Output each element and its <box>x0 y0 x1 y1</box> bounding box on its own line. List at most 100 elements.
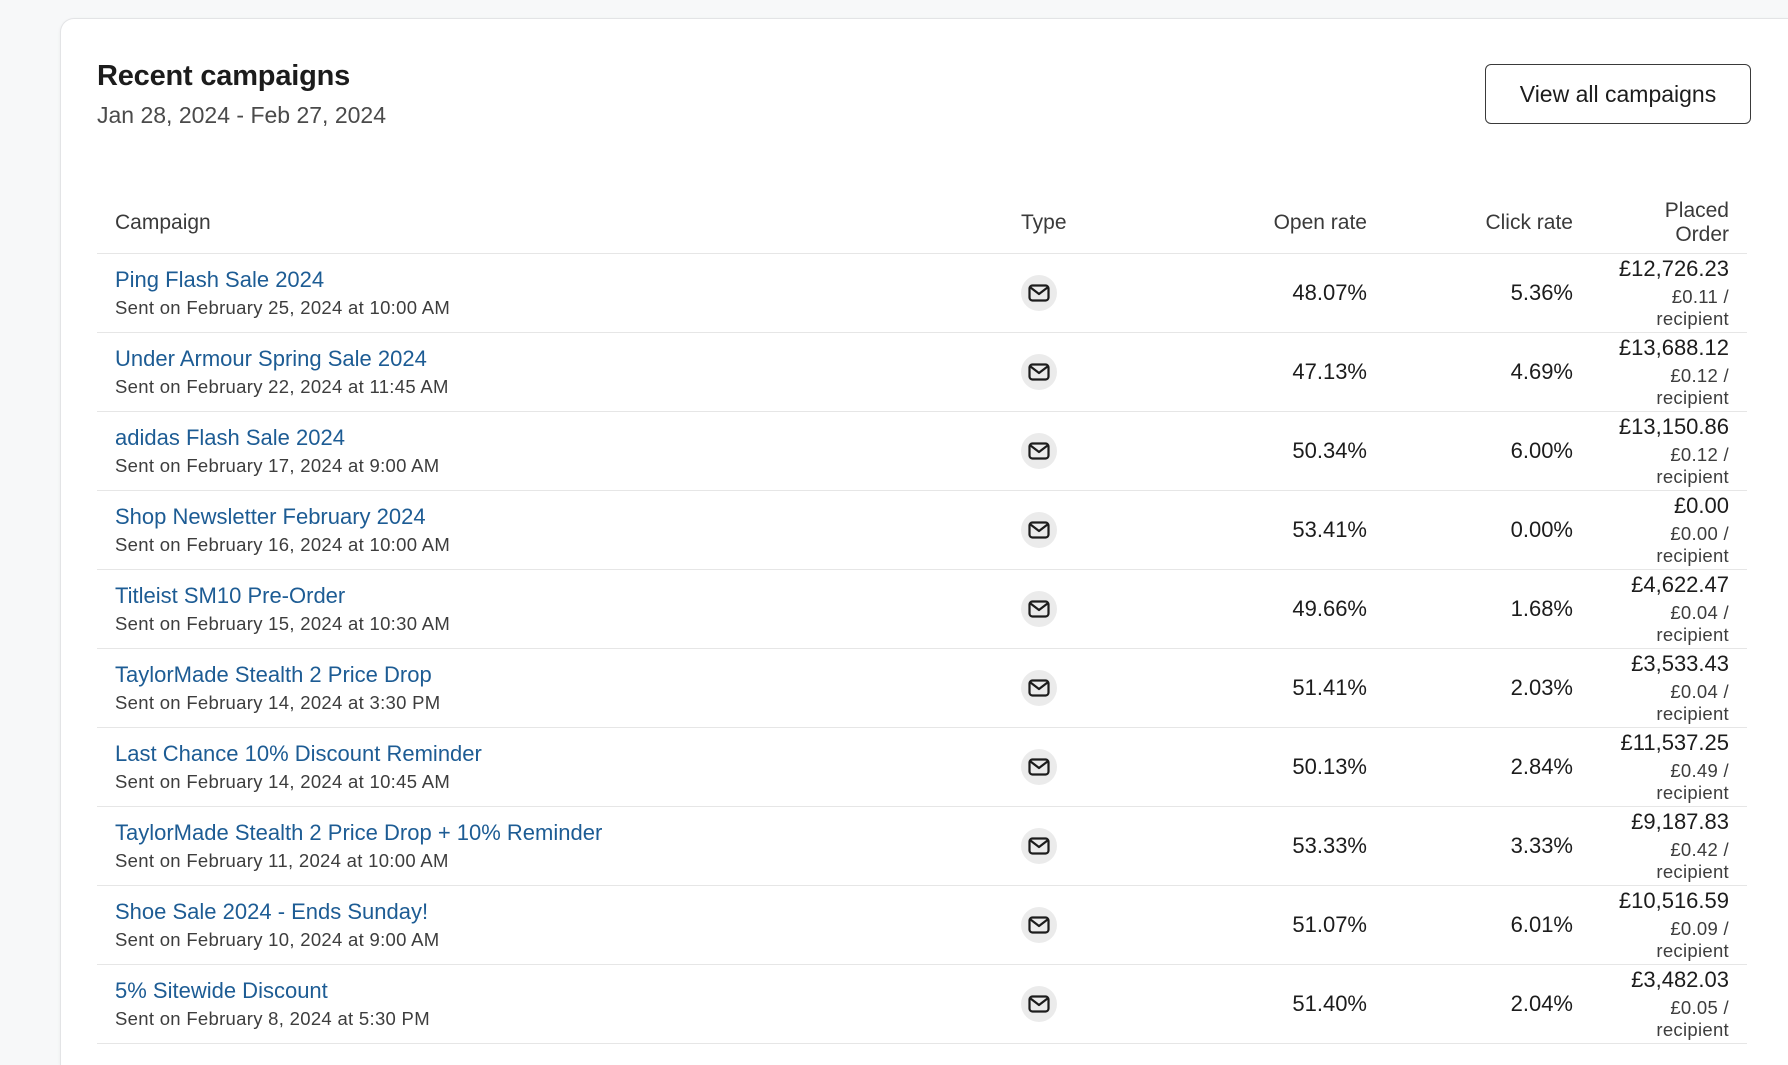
email-icon <box>1021 670 1057 706</box>
open-rate-cell: 51.41% <box>1149 648 1385 728</box>
open-rate-cell: 50.34% <box>1149 411 1385 491</box>
campaign-sent-date: Sent on February 14, 2024 at 10:45 AM <box>115 770 451 792</box>
table-row: TaylorMade Stealth 2 Price Drop Sent on … <box>97 648 1747 728</box>
campaign-cell: Shop Newsletter February 2024 Sent on Fe… <box>97 490 1003 570</box>
open-rate-cell: 50.13% <box>1149 727 1385 807</box>
placed-order-per-recipient: £0.09 / recipient <box>1656 917 1729 961</box>
view-all-campaigns-button[interactable]: View all campaigns <box>1485 64 1751 124</box>
type-cell <box>1003 411 1149 491</box>
placed-order-cell: £0.00 £0.00 / recipient <box>1591 490 1747 570</box>
type-cell <box>1003 569 1149 649</box>
campaign-cell: Last Chance 10% Discount Reminder Sent o… <box>97 727 1003 807</box>
type-cell <box>1003 332 1149 412</box>
date-range: Jan 28, 2024 - Feb 27, 2024 <box>97 101 386 128</box>
type-cell <box>1003 490 1149 570</box>
placed-order-per-recipient: £0.04 / recipient <box>1656 680 1729 724</box>
click-rate-cell: 2.03% <box>1385 648 1591 728</box>
table-body: Ping Flash Sale 2024 Sent on February 25… <box>97 253 1747 1044</box>
card-header: Recent campaigns Jan 28, 2024 - Feb 27, … <box>97 59 386 129</box>
table-row: Under Armour Spring Sale 2024 Sent on Fe… <box>97 332 1747 412</box>
campaign-sent-date: Sent on February 15, 2024 at 10:30 AM <box>115 612 451 634</box>
placed-order-cell: £9,187.83 £0.42 / recipient <box>1591 806 1747 886</box>
placed-order-value: £3,482.03 <box>1631 967 1729 993</box>
placed-order-per-recipient: £0.12 / recipient <box>1656 443 1729 487</box>
campaign-name-link[interactable]: TaylorMade Stealth 2 Price Drop <box>115 662 432 688</box>
header-row: Campaign Type Open rate Click rate Place… <box>97 193 1747 254</box>
campaign-name-link[interactable]: Ping Flash Sale 2024 <box>115 267 325 293</box>
placed-order-cell: £10,516.59 £0.09 / recipient <box>1591 885 1747 965</box>
open-rate-cell: 48.07% <box>1149 253 1385 333</box>
placed-order-value: £3,533.43 <box>1631 651 1729 677</box>
placed-order-value: £0.00 <box>1673 493 1729 519</box>
table-row: Shop Newsletter February 2024 Sent on Fe… <box>97 490 1747 570</box>
column-header-campaign: Campaign <box>97 193 1003 254</box>
campaign-sent-date: Sent on February 10, 2024 at 9:00 AM <box>115 928 440 950</box>
click-rate-cell: 0.00% <box>1385 490 1591 570</box>
click-rate-cell: 5.36% <box>1385 253 1591 333</box>
campaign-sent-date: Sent on February 25, 2024 at 10:00 AM <box>115 296 451 318</box>
campaign-name-link[interactable]: adidas Flash Sale 2024 <box>115 425 345 451</box>
placed-order-value: £13,150.86 <box>1618 414 1729 440</box>
email-icon <box>1021 354 1057 390</box>
column-header-type: Type <box>1003 193 1149 254</box>
placed-order-per-recipient: £0.04 / recipient <box>1656 601 1729 645</box>
email-icon <box>1021 275 1057 311</box>
open-rate-cell: 51.07% <box>1149 885 1385 965</box>
campaign-name-link[interactable]: Titleist SM10 Pre-Order <box>115 583 346 609</box>
campaign-cell: Titleist SM10 Pre-Order Sent on February… <box>97 569 1003 649</box>
placed-order-cell: £13,150.86 £0.12 / recipient <box>1591 411 1747 491</box>
placed-order-cell: £3,533.43 £0.04 / recipient <box>1591 648 1747 728</box>
campaign-sent-date: Sent on February 8, 2024 at 5:30 PM <box>115 1007 430 1029</box>
campaign-name-link[interactable]: 5% Sitewide Discount <box>115 978 328 1004</box>
click-rate-cell: 3.33% <box>1385 806 1591 886</box>
campaign-name-link[interactable]: Under Armour Spring Sale 2024 <box>115 346 427 372</box>
placed-order-per-recipient: £0.05 / recipient <box>1656 996 1729 1040</box>
table-row: Ping Flash Sale 2024 Sent on February 25… <box>97 253 1747 333</box>
email-icon <box>1021 828 1057 864</box>
placed-order-value: £4,622.47 <box>1631 572 1729 598</box>
email-icon <box>1021 433 1057 469</box>
placed-order-value: £9,187.83 <box>1631 809 1729 835</box>
recent-campaigns-card: Recent campaigns Jan 28, 2024 - Feb 27, … <box>60 18 1788 1065</box>
table-row: Shoe Sale 2024 - Ends Sunday! Sent on Fe… <box>97 885 1747 965</box>
click-rate-cell: 1.68% <box>1385 569 1591 649</box>
type-cell <box>1003 648 1149 728</box>
type-cell <box>1003 727 1149 807</box>
column-header-placed-order: Placed Order <box>1591 193 1747 254</box>
campaign-sent-date: Sent on February 22, 2024 at 11:45 AM <box>115 375 449 397</box>
campaign-name-link[interactable]: Last Chance 10% Discount Reminder <box>115 741 482 767</box>
campaign-cell: TaylorMade Stealth 2 Price Drop Sent on … <box>97 648 1003 728</box>
table-row: adidas Flash Sale 2024 Sent on February … <box>97 411 1747 491</box>
placed-order-value: £12,726.23 <box>1618 256 1729 282</box>
campaign-sent-date: Sent on February 11, 2024 at 10:00 AM <box>115 849 449 871</box>
column-header-open-rate: Open rate <box>1149 193 1385 254</box>
click-rate-cell: 2.84% <box>1385 727 1591 807</box>
email-icon <box>1021 986 1057 1022</box>
placed-order-per-recipient: £0.00 / recipient <box>1656 522 1729 566</box>
type-cell <box>1003 964 1149 1044</box>
placed-order-per-recipient: £0.12 / recipient <box>1656 364 1729 408</box>
campaign-name-link[interactable]: Shoe Sale 2024 - Ends Sunday! <box>115 899 429 925</box>
campaign-cell: Under Armour Spring Sale 2024 Sent on Fe… <box>97 332 1003 412</box>
table-row: TaylorMade Stealth 2 Price Drop + 10% Re… <box>97 806 1747 886</box>
table-row: Titleist SM10 Pre-Order Sent on February… <box>97 569 1747 649</box>
placed-order-cell: £11,537.25 £0.49 / recipient <box>1591 727 1747 807</box>
campaigns-table: Campaign Type Open rate Click rate Place… <box>97 193 1747 1044</box>
email-icon <box>1021 512 1057 548</box>
email-icon <box>1021 907 1057 943</box>
open-rate-cell: 53.41% <box>1149 490 1385 570</box>
click-rate-cell: 6.01% <box>1385 885 1591 965</box>
open-rate-cell: 49.66% <box>1149 569 1385 649</box>
placed-order-value: £10,516.59 <box>1618 888 1729 914</box>
campaign-sent-date: Sent on February 16, 2024 at 10:00 AM <box>115 533 451 555</box>
email-icon <box>1021 591 1057 627</box>
placed-order-per-recipient: £0.11 / recipient <box>1656 285 1729 329</box>
column-header-click-rate: Click rate <box>1385 193 1591 254</box>
open-rate-cell: 47.13% <box>1149 332 1385 412</box>
open-rate-cell: 53.33% <box>1149 806 1385 886</box>
campaign-cell: Shoe Sale 2024 - Ends Sunday! Sent on Fe… <box>97 885 1003 965</box>
table-row: Last Chance 10% Discount Reminder Sent o… <box>97 727 1747 807</box>
campaign-name-link[interactable]: Shop Newsletter February 2024 <box>115 504 426 530</box>
type-cell <box>1003 253 1149 333</box>
campaign-name-link[interactable]: TaylorMade Stealth 2 Price Drop + 10% Re… <box>115 820 603 846</box>
